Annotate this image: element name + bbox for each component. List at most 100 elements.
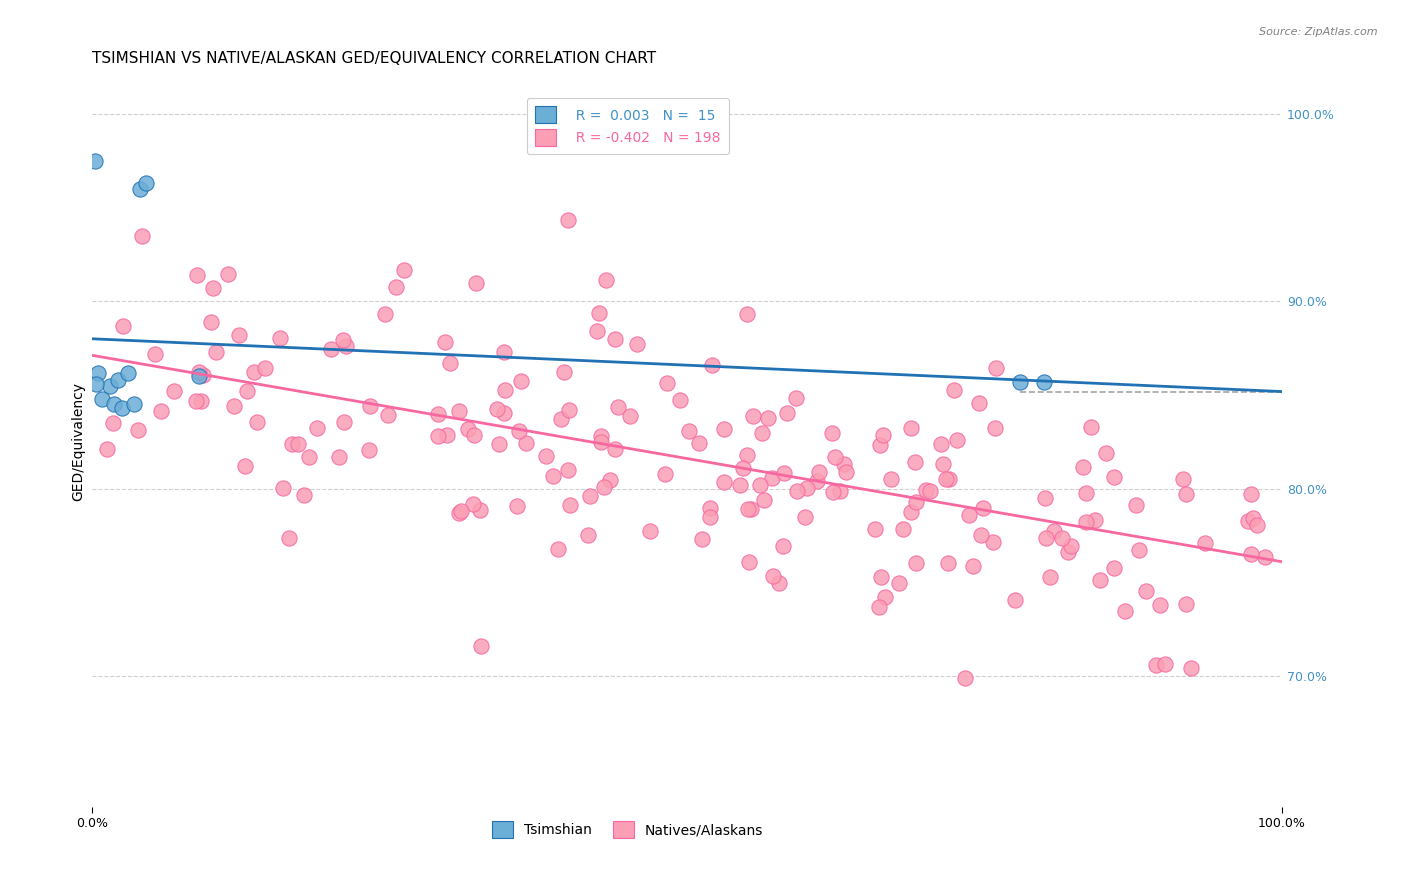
Point (558, 498, 581, 512)
Point (920, 484, 942, 499)
Point (603, 442, 626, 456)
Point (1043, 524, 1066, 538)
Point (932, 457, 955, 471)
Point (222, 399, 245, 413)
Point (143, 347, 166, 361)
Point (359, 399, 381, 413)
Point (319, 342, 342, 356)
Point (969, 528, 991, 542)
Point (626, 337, 648, 351)
Point (1010, 375, 1032, 389)
Point (832, 457, 855, 471)
Point (1102, 561, 1125, 575)
Point (191, 368, 214, 382)
Point (1071, 459, 1094, 474)
Point (1240, 547, 1263, 561)
Point (728, 477, 751, 491)
Point (962, 559, 984, 574)
Point (1194, 535, 1216, 549)
Point (905, 495, 928, 509)
Point (333, 415, 356, 429)
Point (834, 465, 856, 479)
Point (278, 531, 301, 545)
Point (936, 556, 959, 570)
Point (1102, 470, 1125, 484)
Point (756, 411, 779, 425)
Point (748, 478, 770, 492)
Point (486, 401, 509, 416)
Point (870, 570, 893, 584)
Point (328, 450, 350, 464)
Point (929, 437, 952, 451)
Point (1035, 531, 1057, 545)
Point (820, 425, 842, 440)
Point (599, 473, 621, 487)
Point (945, 434, 967, 448)
Point (217, 267, 239, 281)
Point (186, 268, 208, 283)
Point (1174, 487, 1197, 501)
Point (619, 409, 641, 424)
Point (541, 468, 564, 483)
Point (111, 318, 134, 333)
Point (1128, 542, 1150, 557)
Point (281, 437, 304, 451)
Point (657, 376, 679, 391)
Point (768, 576, 790, 591)
Point (786, 484, 808, 499)
Point (957, 508, 980, 522)
Point (1149, 598, 1171, 612)
Point (87, 366, 110, 380)
Point (84, 376, 107, 391)
Point (1171, 472, 1194, 486)
Point (558, 403, 581, 417)
Point (508, 424, 530, 438)
Point (287, 437, 309, 451)
Point (470, 639, 492, 653)
Point (426, 408, 449, 422)
Point (509, 374, 531, 388)
Point (468, 503, 491, 517)
Point (713, 475, 735, 489)
Point (188, 365, 211, 379)
Point (1080, 420, 1102, 434)
Point (972, 501, 994, 516)
Point (873, 590, 896, 604)
Point (905, 556, 928, 570)
Point (605, 332, 627, 346)
Point (793, 509, 815, 524)
Point (394, 263, 416, 277)
Point (107, 373, 129, 387)
Point (588, 306, 610, 320)
Point (557, 213, 579, 227)
Point (943, 384, 966, 398)
Point (550, 412, 572, 426)
Point (357, 443, 380, 458)
Point (1095, 446, 1118, 460)
Point (1090, 573, 1112, 587)
Point (785, 391, 807, 405)
Point (606, 400, 628, 414)
Point (981, 535, 1004, 549)
Point (900, 421, 922, 435)
Point (1004, 593, 1026, 607)
Point (111, 401, 134, 416)
Point (557, 463, 579, 477)
Point (1180, 661, 1202, 675)
Point (298, 450, 321, 465)
Point (1125, 498, 1147, 512)
Point (235, 384, 257, 398)
Point (1076, 486, 1098, 500)
Point (292, 488, 315, 502)
Point (488, 437, 510, 451)
Point (553, 365, 575, 379)
Point (872, 427, 894, 442)
Point (1241, 510, 1264, 524)
Point (592, 479, 614, 493)
Point (589, 429, 612, 443)
Point (515, 435, 537, 450)
Point (586, 324, 609, 338)
Point (752, 492, 775, 507)
Point (742, 409, 765, 424)
Point (828, 483, 851, 498)
